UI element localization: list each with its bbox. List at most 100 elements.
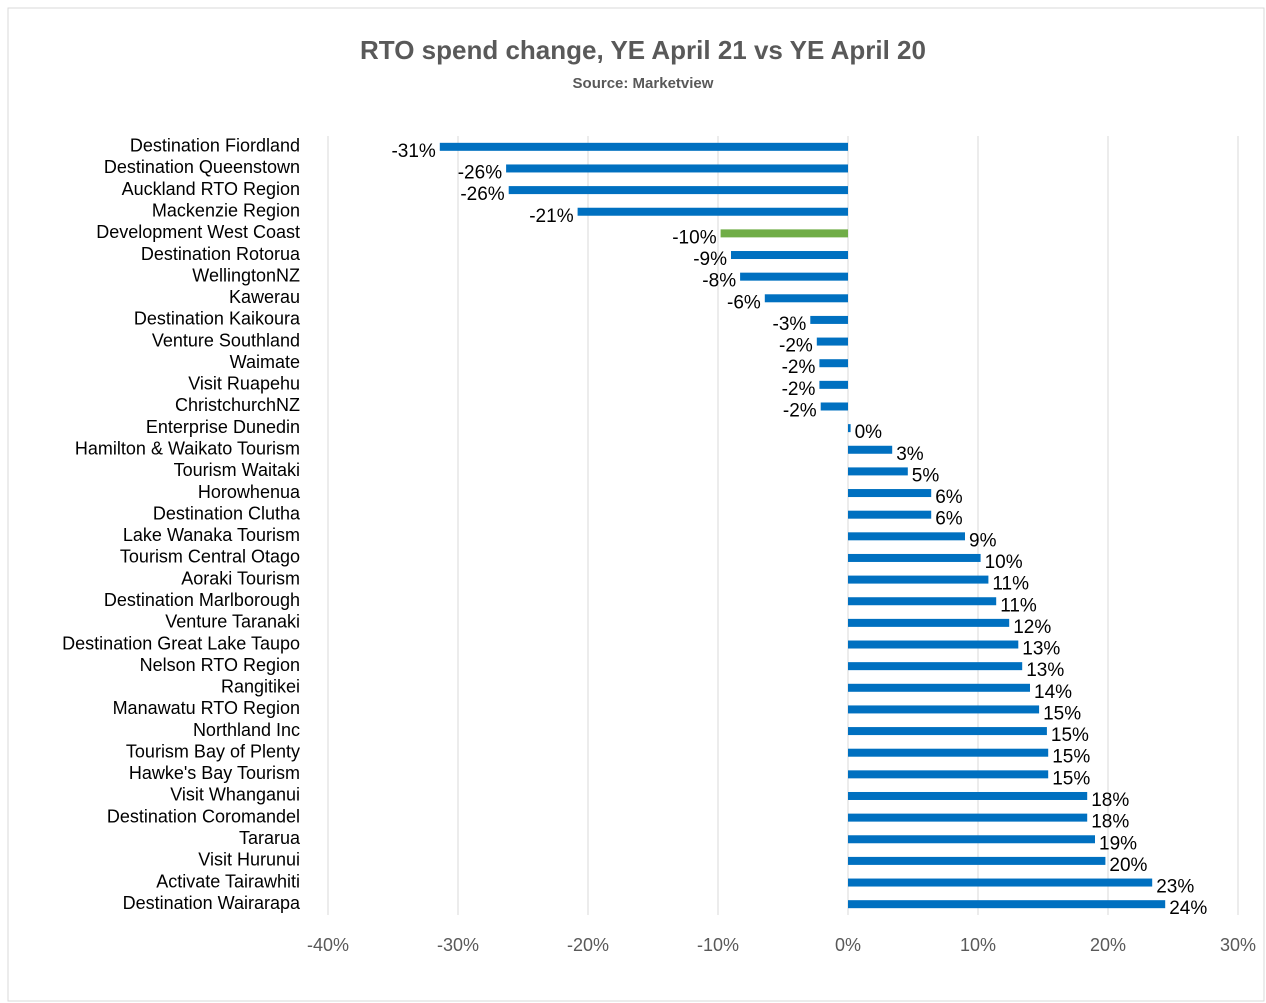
x-tick-label: -30%	[437, 935, 479, 955]
bar	[740, 272, 848, 281]
bar	[848, 640, 1019, 649]
bar	[731, 251, 848, 260]
data-label: 11%	[992, 574, 1029, 595]
data-label: 3%	[896, 444, 924, 465]
bar	[848, 662, 1023, 671]
data-label: 15%	[1051, 725, 1089, 746]
y-tick-label: ChristchurchNZ	[175, 395, 300, 415]
y-tick-label: Venture Southland	[152, 330, 300, 350]
data-label: 18%	[1091, 812, 1129, 833]
data-label: -2%	[782, 379, 816, 400]
bar	[720, 229, 848, 238]
bar	[848, 835, 1095, 844]
y-tick-label: Visit Ruapehu	[188, 374, 300, 394]
data-label: 15%	[1052, 768, 1090, 789]
data-label: 12%	[1013, 617, 1051, 638]
data-label: 19%	[1099, 833, 1137, 854]
data-label: 0%	[855, 422, 883, 443]
x-tick-label: 10%	[960, 935, 996, 955]
y-tick-label: Destination Fiordland	[130, 136, 300, 156]
data-label: -2%	[783, 401, 817, 422]
data-label: 6%	[935, 487, 963, 508]
data-label: -26%	[460, 184, 504, 205]
y-tick-label: Kawerau	[229, 287, 300, 307]
bar	[816, 337, 848, 346]
bar	[848, 791, 1088, 800]
bar	[848, 575, 989, 584]
y-tick-label: Destination Queenstown	[104, 157, 300, 177]
data-label: -10%	[672, 227, 716, 248]
data-label: 13%	[1026, 660, 1064, 681]
data-label: -21%	[529, 206, 573, 227]
y-tick-label: Destination Rotorua	[141, 244, 301, 264]
bar	[848, 597, 997, 606]
bar	[848, 727, 1047, 736]
x-tick-label: 20%	[1090, 935, 1126, 955]
y-tick-label: Destination Marlborough	[104, 590, 300, 610]
y-tick-label: Auckland RTO Region	[122, 179, 300, 199]
data-label: 15%	[1043, 703, 1081, 724]
y-tick-label: Aoraki Tourism	[181, 568, 300, 588]
bar	[848, 748, 1049, 757]
data-label: 20%	[1109, 855, 1147, 876]
y-tick-label: Enterprise Dunedin	[146, 417, 300, 437]
y-tick-label: Tourism Central Otago	[120, 547, 300, 567]
y-tick-label: Hamilton & Waikato Tourism	[75, 439, 300, 459]
bar	[848, 618, 1010, 627]
bar	[848, 683, 1030, 692]
bar	[819, 380, 848, 389]
y-tick-label: Destination Great Lake Taupo	[62, 633, 300, 653]
data-label: -9%	[693, 249, 727, 270]
y-tick-label: Nelson RTO Region	[140, 655, 300, 675]
bar	[848, 467, 908, 476]
y-tick-label: Waimate	[230, 352, 300, 372]
y-tick-label: WellingtonNZ	[192, 265, 300, 285]
y-tick-label: Tourism Waitaki	[174, 460, 300, 480]
bar	[848, 532, 965, 541]
y-tick-label: Activate Tairawhiti	[156, 871, 300, 891]
data-label: 14%	[1034, 682, 1072, 703]
data-label: 18%	[1091, 790, 1129, 811]
y-tick-label: Northland Inc	[193, 720, 300, 740]
y-tick-label: Venture Taranaki	[165, 612, 300, 632]
y-tick-label: Lake Wanaka Tourism	[123, 525, 300, 545]
x-tick-label: -40%	[307, 935, 349, 955]
y-tick-label: Destination Coromandel	[107, 806, 300, 826]
data-label: 23%	[1156, 877, 1194, 898]
bar	[848, 856, 1106, 865]
y-tick-label: Manawatu RTO Region	[113, 698, 300, 718]
bar	[577, 207, 848, 216]
bar	[848, 553, 981, 562]
y-tick-label: Development West Coast	[96, 222, 300, 242]
data-label: -8%	[702, 271, 736, 292]
bar	[508, 186, 848, 195]
data-label: -26%	[458, 162, 502, 183]
x-tick-label: -10%	[697, 935, 739, 955]
y-tick-label: Hawke's Bay Tourism	[129, 763, 300, 783]
data-label: -2%	[779, 336, 813, 357]
data-label: 9%	[969, 530, 997, 551]
bar	[439, 142, 848, 151]
chart-subtitle: Source: Marketview	[573, 75, 714, 92]
bar	[506, 164, 848, 173]
bar	[848, 705, 1040, 714]
x-tick-label: 0%	[835, 935, 861, 955]
chart-title: RTO spend change, YE April 21 vs YE Apri…	[360, 35, 926, 65]
data-label: 10%	[985, 552, 1023, 573]
bar	[848, 770, 1049, 779]
data-label: 6%	[935, 509, 963, 530]
y-tick-label: Visit Whanganui	[170, 785, 300, 805]
x-tick-label: 30%	[1220, 935, 1256, 955]
y-tick-label: Tararua	[239, 828, 301, 848]
y-tick-label: Tourism Bay of Plenty	[126, 741, 300, 761]
bar	[820, 402, 848, 411]
data-label: -2%	[782, 357, 816, 378]
bar	[848, 878, 1153, 887]
bar	[848, 445, 893, 454]
y-tick-label: Rangitikei	[221, 677, 300, 697]
bar	[819, 359, 848, 368]
data-label: -6%	[727, 292, 761, 313]
data-label: 13%	[1022, 639, 1060, 660]
data-label: -3%	[773, 314, 807, 335]
